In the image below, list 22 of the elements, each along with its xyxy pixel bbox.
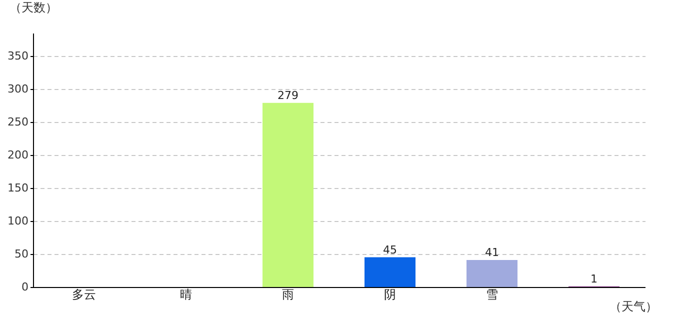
y-tick-label: 100 [8, 214, 28, 228]
y-tick-label: 250 [8, 116, 28, 129]
data-label: 45 [383, 243, 397, 256]
data-label: 279 [278, 88, 298, 102]
x-tick-label: 多云 [72, 288, 96, 302]
y-tick-label: 50 [14, 248, 28, 261]
bar [364, 257, 416, 287]
y-tick-label: 300 [8, 82, 28, 96]
y-tick-label: 200 [8, 148, 28, 162]
bar [466, 260, 518, 287]
x-tick-label: 雪 [486, 288, 498, 302]
x-tick-label: 晴 [180, 288, 192, 302]
x-tick-label: 阴 [384, 288, 396, 302]
x-axis-title: （天气） [610, 300, 658, 314]
data-label: 41 [485, 246, 499, 259]
data-label: 1 [590, 272, 598, 286]
x-tick-label: 雨 [282, 288, 294, 302]
y-axis-title: （天数） [10, 0, 58, 14]
y-tick-label: 0 [22, 280, 28, 294]
y-tick-label: 350 [8, 50, 28, 63]
y-tick-label: 150 [8, 182, 28, 195]
bar [262, 102, 314, 287]
